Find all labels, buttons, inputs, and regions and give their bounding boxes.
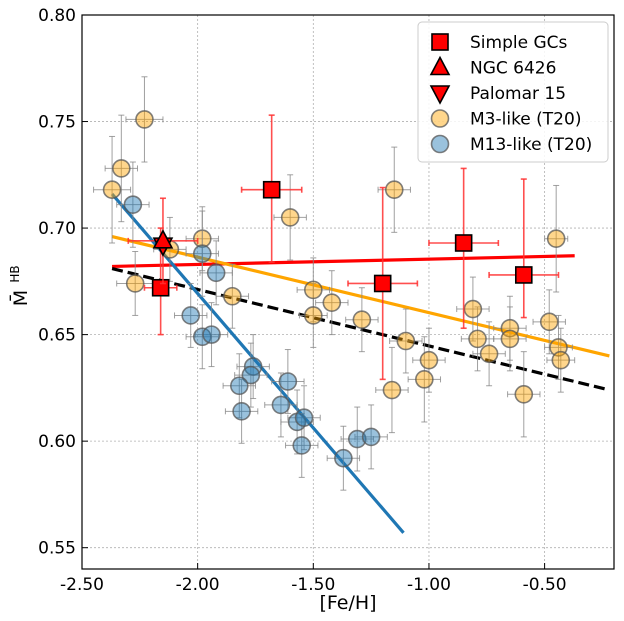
legend-label: Palomar 15: [470, 84, 566, 104]
m13-like-point: [361, 427, 381, 447]
m3-like-point: [382, 380, 402, 400]
m3-like-point: [468, 329, 487, 349]
m13-like-point: [202, 325, 221, 344]
m13-like-point: [241, 365, 261, 385]
m3-like-point: [500, 329, 520, 349]
y-tick-label: 0.75: [38, 113, 76, 133]
m13-like-point: [232, 402, 251, 421]
x-tick-label: -1.00: [407, 575, 451, 595]
legend-label: NGC 6426: [470, 59, 556, 79]
m13-like-point: [271, 395, 291, 415]
fit-line: [111, 267, 610, 392]
m3-like-point: [479, 344, 499, 364]
legend-label: M13-like (T20): [470, 135, 592, 155]
x-tick-label: -1.50: [291, 575, 335, 595]
legend-circle-marker: [430, 134, 450, 154]
simple-gc-point: [454, 234, 473, 252]
fit-line: [111, 235, 610, 358]
m3-like-point: [304, 280, 323, 300]
m13-like-point: [294, 408, 314, 428]
m13-like-point: [292, 436, 312, 455]
legend-circle-marker: [430, 109, 450, 128]
m3-like-point: [500, 318, 520, 338]
legend-box: [417, 21, 609, 163]
y-tick-label: 0.70: [38, 219, 76, 239]
simple-gc-point: [151, 278, 170, 297]
ngc-6426-point: [152, 229, 174, 249]
m3-like-point: [280, 208, 300, 227]
m3-like-point: [304, 306, 323, 325]
m3-like-point: [514, 384, 534, 404]
m3-like-point: [546, 229, 566, 249]
m3-like-point: [463, 299, 483, 319]
m13-like-point: [347, 429, 367, 449]
simple-gc-point: [373, 274, 392, 293]
y-axis-label-superscript: HB: [8, 265, 22, 282]
m3-like-point: [322, 293, 342, 312]
x-tick-label: -2.00: [176, 575, 220, 595]
m13-like-point: [206, 263, 226, 283]
data-points: [93, 76, 576, 491]
m3-like-point: [396, 331, 416, 351]
m3-like-point: [135, 110, 154, 129]
legend: Simple GCs NGC 6426 Palomar 15 M3-like (T20…: [417, 21, 609, 163]
m13-like-point: [278, 372, 298, 391]
x-tick-label: -0.50: [523, 575, 567, 595]
m13-like-point: [181, 306, 201, 325]
m13-like-point: [123, 195, 143, 214]
m13-like-point: [192, 244, 212, 263]
ticks: -2.50 -2.00 -1.50 -1.00 -0.50 0.55 0.60 0.65 0.7…: [38, 6, 566, 595]
m3-like-point: [419, 350, 439, 370]
m3-like-point: [223, 286, 242, 306]
plot-frame: [81, 14, 615, 570]
y-axis-label-group: M̄ HB: [8, 265, 32, 306]
m3-like-point: [415, 370, 434, 389]
m13-like-point: [229, 376, 249, 396]
m13-like-point: [334, 448, 353, 468]
y-tick-label: 0.55: [38, 539, 76, 559]
m3-like-point: [112, 159, 131, 178]
m3-like-point: [102, 180, 122, 200]
m3-like-point: [539, 312, 559, 332]
simple-gc-point: [514, 266, 533, 284]
m3-like-point: [125, 274, 145, 293]
x-axis-label: [Fe/H]: [319, 592, 376, 614]
y-tick-label: 0.60: [38, 432, 76, 452]
x-tick-label: -2.50: [60, 575, 104, 595]
legend-triangle-up-marker: [429, 55, 451, 76]
y-tick-label: 0.80: [38, 6, 76, 26]
y-tick-label: 0.65: [38, 326, 76, 346]
legend-triangle-down-marker: [429, 85, 451, 105]
simple-gc-point: [262, 180, 281, 199]
fit-lines: [110, 192, 610, 534]
legend-label: M3-like (T20): [470, 110, 581, 130]
m3-like-point: [384, 180, 404, 200]
legend-square-marker: [431, 33, 449, 51]
m3-like-point: [352, 310, 372, 330]
y-axis-label: M̄: [8, 290, 32, 306]
legend-label: Simple GCs: [470, 33, 567, 53]
fit-line: [112, 254, 575, 269]
m3-like-point: [551, 350, 571, 370]
